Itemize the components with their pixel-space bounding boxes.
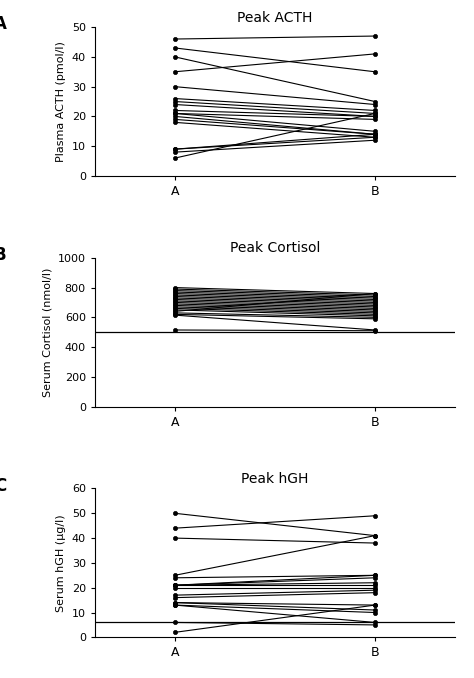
Title: Peak hGH: Peak hGH <box>241 472 309 486</box>
Y-axis label: Plasma ACTH (pmol/l): Plasma ACTH (pmol/l) <box>56 41 66 162</box>
Text: B: B <box>0 246 7 264</box>
Title: Peak Cortisol: Peak Cortisol <box>230 241 320 255</box>
Text: C: C <box>0 477 6 494</box>
Title: Peak ACTH: Peak ACTH <box>237 11 313 24</box>
Y-axis label: Serum Cortisol (nmol/l): Serum Cortisol (nmol/l) <box>42 268 52 397</box>
Y-axis label: Serum hGH (μg/l): Serum hGH (μg/l) <box>56 514 66 612</box>
Text: A: A <box>0 15 7 33</box>
